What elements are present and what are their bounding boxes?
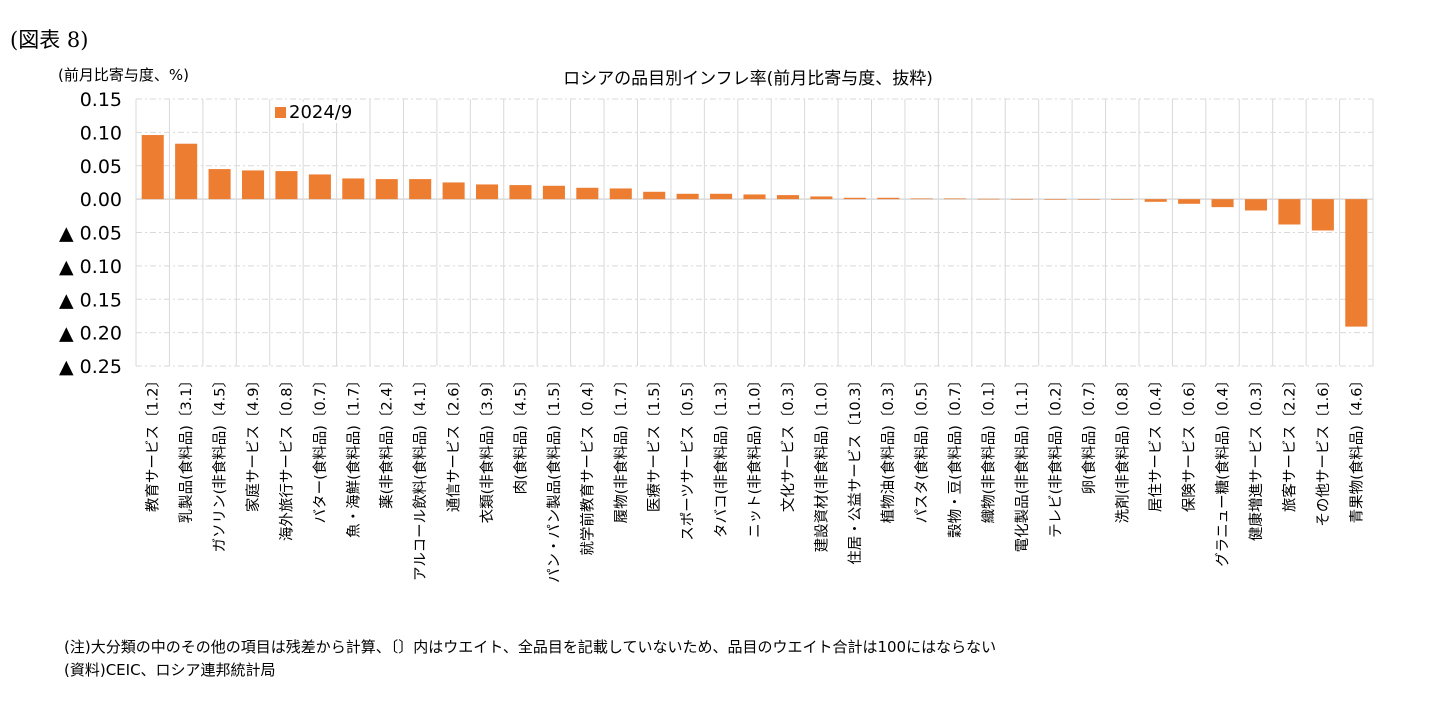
x-tick-label: パン・パン製品(食料品)〔1.5〕 — [546, 373, 563, 583]
x-tick-label: タバコ(非食料品)〔1.3〕 — [713, 373, 730, 538]
bars — [141, 135, 1368, 327]
y-axis-unit-label: (前月比寄与度、%) — [58, 66, 189, 84]
x-tick-label: 魚・海鮮(食料品)〔1.7〕 — [345, 373, 362, 538]
x-tick-label: 住居・公益サービス〔10.3〕 — [847, 373, 864, 565]
bar — [1244, 199, 1268, 211]
legend-label: 2024/9 — [289, 102, 353, 123]
y-axis-ticks: 0.15 0.10 0.05 0.00 ▲ 0.05 ▲ 0.10 ▲ 0.15 ▲ 0.20… — [59, 89, 122, 378]
x-tick-label: 海外旅行サービス〔0.8〕 — [278, 373, 295, 541]
x-tick-label: 旅客サービス〔2.2〕 — [1281, 373, 1298, 512]
bar — [208, 169, 231, 200]
bar — [442, 182, 465, 200]
note-text: (注)大分類の中のその他の項目は残差から計算、〔〕内はウエイト、全品目を記載して… — [64, 638, 997, 656]
x-tick-label: テレビ(非食料品)〔0.2〕 — [1047, 373, 1064, 538]
x-tick-label: 建設資材(非食料品)〔1.0〕 — [813, 373, 830, 552]
gridlines — [135, 98, 1374, 367]
bar — [910, 198, 933, 200]
x-tick-label: 就学前教育サービス〔0.4〕 — [579, 373, 596, 556]
y-tick-label: 0.00 — [80, 189, 122, 211]
bar — [1144, 199, 1167, 202]
x-tick-label: 乳製品(食料品)〔3.1〕 — [178, 373, 195, 523]
bar — [743, 194, 766, 200]
bar — [141, 135, 164, 200]
x-tick-label: グラニュー糖(食料品)〔0.4〕 — [1215, 373, 1232, 567]
source-text: (資料)CEIC、ロシア連邦統計局 — [64, 661, 276, 679]
bar — [877, 197, 900, 200]
x-tick-label: 居住サービス〔0.4〕 — [1148, 373, 1165, 512]
x-tick-label: アルコール飲料(食料品)〔4.1〕 — [412, 373, 429, 581]
x-tick-label: 植物油(食料品)〔0.3〕 — [880, 373, 897, 523]
y-tick-label: ▲ 0.10 — [59, 256, 122, 278]
bar — [342, 178, 365, 200]
x-tick-label: ガソリン(非食料品)〔4.5〕 — [212, 373, 229, 552]
y-tick-label: ▲ 0.25 — [59, 356, 122, 378]
bar — [1311, 199, 1334, 231]
x-tick-label: 保険サービス〔0.6〕 — [1181, 373, 1198, 512]
y-tick-label: ▲ 0.20 — [59, 323, 122, 345]
bar-chart: 0.15 0.10 0.05 0.00 ▲ 0.05 ▲ 0.10 ▲ 0.15 ▲ 0.20… — [59, 89, 1374, 583]
bar — [676, 193, 699, 200]
bar — [241, 170, 265, 200]
x-tick-label: バター(食料品)〔0.7〕 — [312, 373, 329, 523]
bar — [1278, 199, 1301, 225]
y-tick-label: 0.15 — [80, 89, 122, 111]
bar — [944, 198, 967, 200]
x-tick-label: 青果物(食料品)〔4.6〕 — [1348, 373, 1365, 523]
y-tick-label: ▲ 0.05 — [59, 223, 122, 245]
x-tick-label: 健康増進サービス〔0.3〕 — [1248, 373, 1265, 541]
bar — [476, 184, 499, 200]
bar — [1345, 199, 1368, 327]
chart-title: ロシアの品目別インフレ率(前月比寄与度、抜粋) — [563, 69, 933, 89]
bar — [1010, 198, 1033, 200]
bar — [542, 185, 565, 200]
footnotes: (注)大分類の中のその他の項目は残差から計算、〔〕内はウエイト、全品目を記載して… — [64, 636, 996, 682]
legend-swatch-icon — [275, 107, 286, 118]
x-tick-label: 履物(非食料品)〔1.7〕 — [613, 373, 630, 523]
x-tick-label: 卵(食料品)〔0.7〕 — [1081, 373, 1098, 494]
x-tick-label: 織物(非食料品)〔0.1〕 — [981, 373, 998, 523]
bar — [609, 188, 632, 200]
bar — [576, 187, 599, 200]
bar — [643, 191, 666, 200]
bar — [1044, 199, 1067, 200]
legend: 2024/9 — [271, 102, 357, 123]
bar — [1111, 199, 1134, 200]
figure-label: (図表 8) — [10, 28, 89, 52]
x-tick-label: 医療サービス〔1.5〕 — [646, 373, 663, 512]
bar — [175, 143, 198, 200]
x-tick-label: 洗剤(非食料品)〔0.8〕 — [1114, 373, 1131, 523]
bar — [776, 195, 799, 200]
x-tick-label: 肉(食料品)〔4.5〕 — [512, 373, 529, 494]
x-tick-label: その他サービス〔1.6〕 — [1315, 373, 1332, 527]
x-tick-label: 文化サービス〔0.3〕 — [780, 373, 797, 512]
bar — [409, 179, 432, 200]
x-tick-label: スポーツサービス〔0.5〕 — [680, 373, 697, 541]
y-tick-label: 0.05 — [80, 156, 122, 178]
bar — [1077, 199, 1100, 200]
x-axis-labels: 教育サービス〔1.2〕 乳製品(食料品)〔3.1〕 ガソリン(非食料品)〔4.5〕家… — [145, 373, 1366, 583]
bar — [977, 198, 1000, 200]
bar — [375, 179, 398, 200]
x-tick-label: 穀物・豆(食料品)〔0.7〕 — [947, 373, 964, 538]
bar — [308, 174, 331, 200]
bar — [509, 185, 532, 200]
bar — [810, 196, 833, 200]
bar — [1211, 199, 1234, 208]
bar — [843, 197, 866, 200]
x-tick-label: 家庭サービス〔4.9〕 — [245, 373, 262, 512]
y-tick-label: 0.10 — [80, 122, 122, 144]
x-tick-label: 薬(非食料品)〔2.4〕 — [379, 373, 396, 509]
x-tick-label: 教育サービス〔1.2〕 — [145, 373, 162, 512]
x-tick-label: 電化製品(非食料品)〔1.1〕 — [1014, 373, 1031, 552]
x-tick-label: 衣類(非食料品)〔3.9〕 — [479, 373, 496, 523]
y-tick-label: ▲ 0.15 — [59, 289, 122, 311]
bar — [710, 193, 733, 200]
x-tick-label: ニット(非食料品)〔1.0〕 — [747, 373, 764, 538]
bar — [1178, 199, 1201, 204]
x-tick-label: パスタ(食料品)〔0.5〕 — [914, 373, 931, 523]
x-tick-label: 通信サービス〔2.6〕 — [446, 373, 463, 512]
bar — [275, 171, 298, 200]
